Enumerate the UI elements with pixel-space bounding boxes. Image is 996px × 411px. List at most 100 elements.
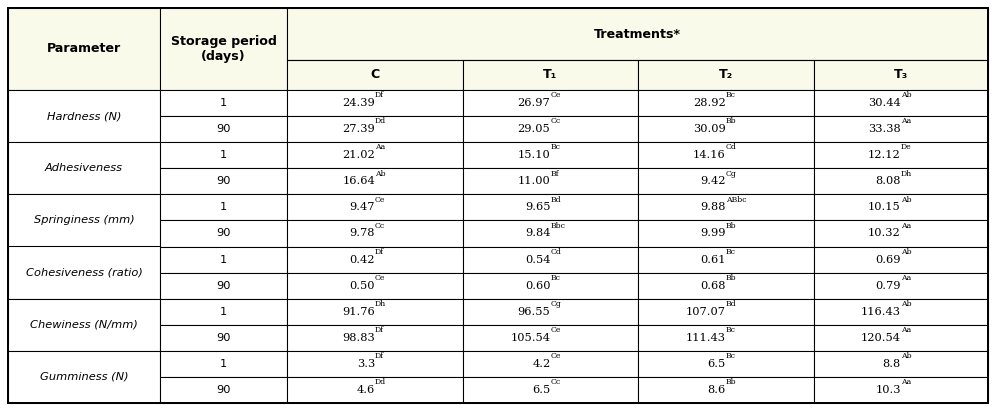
Text: 111.43: 111.43: [686, 333, 726, 343]
Bar: [638, 142, 814, 168]
Text: Aa: Aa: [900, 222, 911, 230]
Bar: [463, 325, 638, 351]
Bar: [160, 351, 287, 377]
Bar: [814, 90, 988, 116]
Text: 96.55: 96.55: [518, 307, 551, 317]
Text: Ab: Ab: [900, 248, 911, 256]
Text: Treatments*: Treatments*: [595, 28, 681, 41]
Text: 15.10: 15.10: [518, 150, 551, 160]
Text: Bbc: Bbc: [551, 222, 566, 230]
Text: C: C: [371, 69, 379, 81]
Text: 91.76: 91.76: [343, 307, 375, 317]
Text: 9.47: 9.47: [350, 202, 375, 212]
Text: 33.38: 33.38: [869, 124, 900, 134]
Bar: [160, 377, 287, 403]
Text: 6.5: 6.5: [532, 385, 551, 395]
Bar: [287, 194, 463, 220]
Bar: [638, 325, 814, 351]
Text: Df: Df: [375, 91, 384, 99]
Bar: [814, 272, 988, 299]
Bar: [814, 168, 988, 194]
Text: 11.00: 11.00: [518, 176, 551, 186]
Text: 90: 90: [216, 281, 231, 291]
Text: 16.64: 16.64: [343, 176, 375, 186]
Text: Ab: Ab: [375, 170, 385, 178]
Bar: [638, 247, 814, 272]
Text: 107.07: 107.07: [686, 307, 726, 317]
Text: 27.39: 27.39: [343, 124, 375, 134]
Bar: [814, 220, 988, 247]
Text: Aa: Aa: [900, 274, 911, 282]
Bar: [160, 8, 287, 90]
Text: 90: 90: [216, 333, 231, 343]
Text: Bb: Bb: [726, 378, 736, 386]
Text: Ce: Ce: [551, 352, 561, 360]
Bar: [160, 272, 287, 299]
Bar: [160, 299, 287, 325]
Text: Bb: Bb: [726, 118, 736, 125]
Text: 24.39: 24.39: [343, 98, 375, 108]
Bar: [160, 168, 287, 194]
Text: 0.68: 0.68: [700, 281, 726, 291]
Text: 90: 90: [216, 385, 231, 395]
Bar: [463, 272, 638, 299]
Bar: [814, 60, 988, 90]
Bar: [287, 299, 463, 325]
Bar: [287, 142, 463, 168]
Bar: [463, 299, 638, 325]
Text: 0.61: 0.61: [700, 254, 726, 265]
Text: 1: 1: [220, 359, 227, 369]
Text: Ce: Ce: [375, 196, 385, 203]
Text: 116.43: 116.43: [861, 307, 900, 317]
Text: Df: Df: [375, 326, 384, 334]
Text: Dh: Dh: [900, 170, 912, 178]
Text: 1: 1: [220, 202, 227, 212]
Text: Bf: Bf: [551, 170, 559, 178]
Bar: [287, 247, 463, 272]
Bar: [463, 116, 638, 142]
Text: 0.60: 0.60: [525, 281, 551, 291]
Text: Cc: Cc: [551, 118, 561, 125]
Text: 0.54: 0.54: [525, 254, 551, 265]
Text: 1: 1: [220, 307, 227, 317]
Bar: [638, 116, 814, 142]
Bar: [638, 299, 814, 325]
Text: Aa: Aa: [900, 378, 911, 386]
Text: Df: Df: [375, 248, 384, 256]
Text: 120.54: 120.54: [861, 333, 900, 343]
Bar: [8, 90, 160, 142]
Text: Dd: Dd: [375, 378, 386, 386]
Text: De: De: [900, 143, 911, 152]
Text: 30.09: 30.09: [693, 124, 726, 134]
Text: Bd: Bd: [726, 300, 736, 308]
Text: 105.54: 105.54: [510, 333, 551, 343]
Bar: [287, 351, 463, 377]
Bar: [638, 60, 814, 90]
Text: T₃: T₃: [893, 69, 908, 81]
Text: 10.3: 10.3: [875, 385, 900, 395]
Bar: [814, 299, 988, 325]
Bar: [8, 351, 160, 403]
Bar: [463, 220, 638, 247]
Text: 9.88: 9.88: [700, 202, 726, 212]
Text: 12.12: 12.12: [869, 150, 900, 160]
Bar: [814, 194, 988, 220]
Text: Adhesiveness: Adhesiveness: [45, 163, 123, 173]
Text: Springiness (mm): Springiness (mm): [34, 215, 134, 225]
Bar: [814, 142, 988, 168]
Bar: [287, 60, 463, 90]
Text: 9.42: 9.42: [700, 176, 726, 186]
Bar: [814, 377, 988, 403]
Bar: [8, 299, 160, 351]
Text: Aa: Aa: [900, 326, 911, 334]
Bar: [814, 325, 988, 351]
Text: 9.84: 9.84: [525, 229, 551, 238]
Bar: [287, 90, 463, 116]
Bar: [287, 116, 463, 142]
Bar: [463, 142, 638, 168]
Bar: [287, 220, 463, 247]
Text: Bc: Bc: [726, 352, 736, 360]
Text: Ab: Ab: [900, 352, 911, 360]
Bar: [8, 8, 160, 90]
Text: Bb: Bb: [726, 274, 736, 282]
